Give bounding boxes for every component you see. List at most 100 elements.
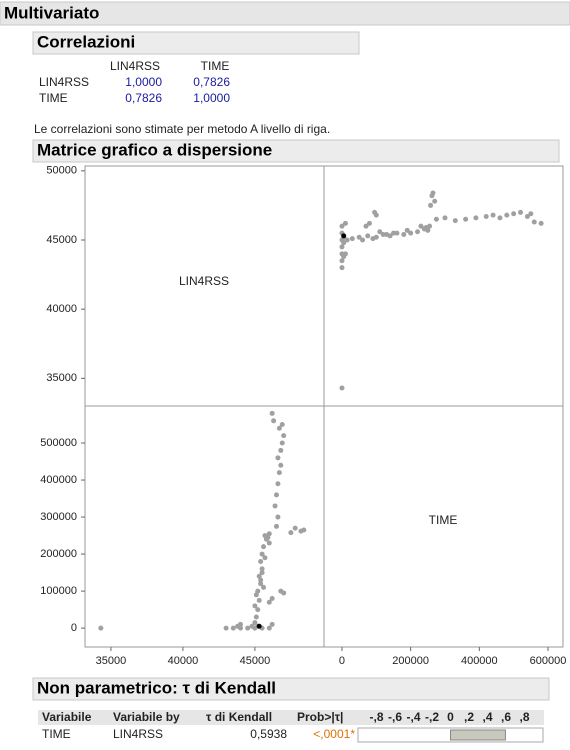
x-tick-label: 40000	[168, 655, 199, 667]
point	[463, 216, 469, 222]
point	[528, 211, 534, 217]
point	[483, 213, 489, 219]
point	[372, 209, 378, 215]
point	[278, 447, 284, 453]
point	[230, 625, 236, 631]
tau-bar	[450, 729, 506, 741]
point	[255, 588, 261, 594]
point	[259, 570, 265, 576]
point	[269, 621, 275, 627]
point	[423, 225, 429, 231]
point	[401, 231, 407, 237]
y-tick-label: 50000	[46, 165, 77, 177]
point	[276, 470, 282, 476]
point	[473, 215, 479, 221]
bar-tick-label: 0	[447, 710, 454, 724]
section-title: Matrice grafico a dispersione	[37, 140, 272, 159]
point	[404, 227, 410, 233]
point	[245, 625, 251, 631]
y-tick-label: 40000	[46, 303, 77, 315]
point	[428, 202, 434, 208]
y-tick-label: 300000	[40, 511, 77, 523]
point	[269, 596, 275, 602]
point	[384, 231, 390, 237]
col-header: τ di Kendall	[206, 710, 272, 724]
cell: LIN4RSS	[113, 727, 163, 741]
col-header: LIN4RSS	[110, 59, 160, 73]
y-tick-label: 200000	[40, 548, 77, 560]
point	[276, 425, 282, 431]
point	[341, 240, 347, 246]
cell: 1,0000	[125, 75, 162, 89]
point	[279, 422, 285, 428]
bar-tick-label: -,8	[369, 710, 383, 724]
point	[430, 190, 436, 196]
point	[524, 213, 530, 219]
point	[408, 230, 414, 236]
point	[262, 555, 268, 561]
col-header: Variabile by	[113, 710, 180, 724]
point	[266, 540, 272, 546]
point	[272, 503, 278, 509]
point	[275, 481, 281, 487]
point	[490, 212, 496, 218]
point	[380, 231, 386, 237]
cell: 0,7826	[125, 91, 162, 105]
note: Le correlazioni sono stimate per metodo …	[34, 122, 330, 136]
point	[259, 566, 265, 572]
point	[339, 385, 345, 391]
section-title: Non parametrico: τ di Kendall	[37, 678, 276, 697]
point	[418, 223, 424, 229]
point	[281, 590, 287, 596]
bar-tick-label: -,6	[388, 710, 402, 724]
y-tick-label: 35000	[46, 372, 77, 384]
point	[252, 603, 258, 609]
point	[531, 219, 537, 225]
point	[256, 597, 262, 603]
point	[256, 623, 262, 629]
cell: TIME	[42, 727, 71, 741]
point	[252, 620, 258, 626]
point	[365, 233, 371, 239]
point	[356, 234, 362, 240]
point	[349, 236, 355, 242]
point	[261, 544, 267, 550]
point	[432, 198, 438, 204]
point	[278, 462, 284, 468]
bar-tick-label: ,4	[482, 710, 492, 724]
point	[223, 625, 229, 631]
point	[292, 525, 298, 531]
point	[504, 212, 510, 218]
point	[341, 233, 347, 239]
point	[363, 223, 369, 229]
header-band	[0, 1, 570, 26]
point	[273, 523, 279, 529]
section-header	[32, 677, 550, 701]
point	[281, 433, 287, 439]
y-tick-label: 100000	[40, 585, 77, 597]
row-label: TIME	[39, 91, 68, 105]
y-tick-label: 0	[71, 622, 77, 634]
diag-label: LIN4RSS	[179, 274, 229, 288]
point	[339, 258, 345, 264]
point	[342, 220, 348, 226]
point	[390, 230, 396, 236]
col-header: TIME	[201, 59, 230, 73]
section-header	[32, 139, 560, 163]
point	[98, 625, 104, 631]
x-tick-label: 0	[339, 655, 345, 667]
point	[249, 623, 255, 629]
report-title: Multivariato	[4, 3, 99, 22]
point	[275, 514, 281, 520]
x-tick-label: 45000	[240, 655, 271, 667]
cell: 0,5938	[250, 727, 287, 741]
col-header: Variabile	[42, 710, 92, 724]
bar-tick-label: ,6	[501, 710, 511, 724]
bar-tick-label: ,8	[519, 710, 529, 724]
point	[273, 492, 279, 498]
point	[266, 599, 272, 605]
point	[415, 229, 421, 235]
bar-tick-label: -,2	[425, 710, 439, 724]
row-label: LIN4RSS	[39, 75, 89, 89]
